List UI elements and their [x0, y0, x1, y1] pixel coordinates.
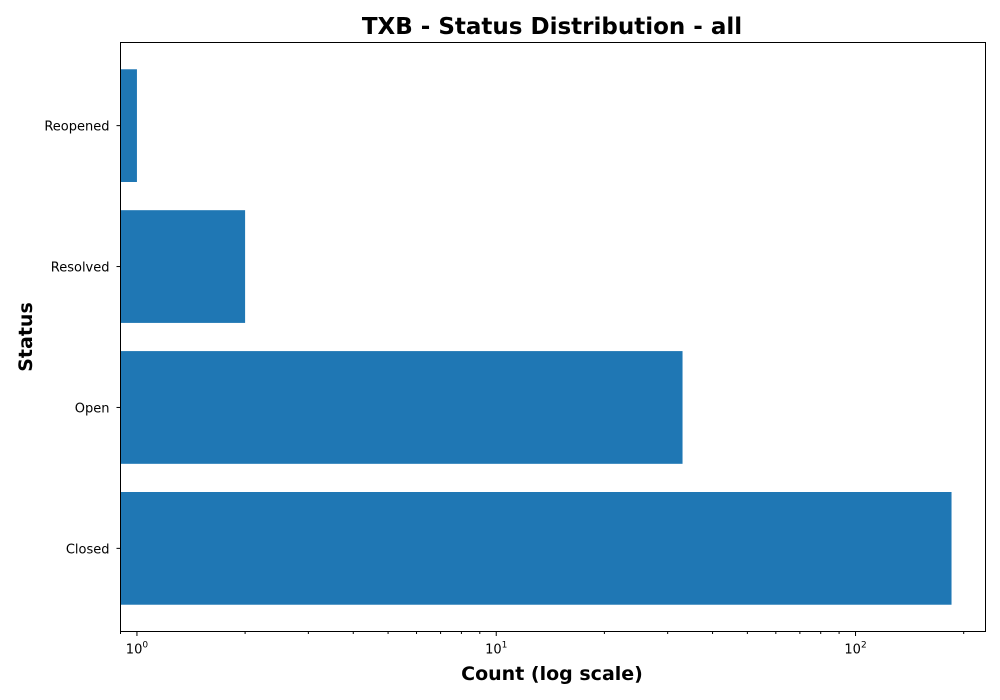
bars-group: [120, 69, 952, 605]
y-tick-label: Reopened: [44, 120, 109, 135]
chart-title: TXB - Status Distribution - all: [362, 14, 742, 40]
y-tick-label: Open: [75, 401, 110, 416]
y-tick-label: Resolved: [51, 261, 110, 276]
bar-reopened: [120, 69, 137, 182]
x-tick-label: 102: [844, 641, 866, 658]
bar-open: [120, 351, 683, 464]
x-axis-label: Count (log scale): [461, 663, 643, 685]
y-axis-ticks: Closed Open Resolved Reopened: [44, 120, 121, 557]
x-tick-label: 101: [485, 641, 507, 658]
bar-closed: [120, 492, 952, 605]
y-axis-label: Status: [15, 302, 37, 372]
x-axis-ticks: 100 101 102: [120, 631, 965, 658]
y-tick-label: Closed: [66, 542, 110, 557]
plot-frame: [120, 42, 986, 632]
bar-resolved: [120, 210, 246, 323]
x-tick-label: 100: [126, 641, 149, 658]
